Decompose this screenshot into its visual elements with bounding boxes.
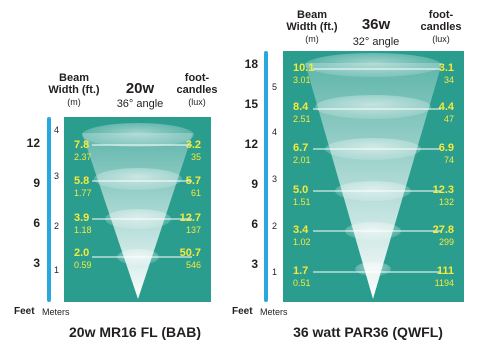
beam-width-ft: 10.1 (293, 62, 315, 74)
footcandles-value: 5.7 (185, 175, 201, 187)
footcandles-value: 50.7 (179, 247, 201, 259)
meter-tick: 1 (272, 267, 278, 277)
feet-tick: 3 (33, 256, 40, 270)
feet-axis-label: Feet (232, 306, 253, 317)
beam-width-ft: 3.9 (74, 212, 90, 224)
beam-width-m: 1.18 (74, 225, 92, 235)
beam-ellipse (355, 262, 391, 276)
beam-angle-label: 36° angle (116, 98, 164, 110)
lux-value: 34 (443, 75, 454, 85)
meter-tick: 5 (272, 82, 278, 92)
beam-ellipse (94, 168, 182, 190)
light-cone (305, 53, 442, 299)
beam-width-ft: 5.0 (293, 184, 309, 196)
lux-value: 546 (185, 260, 201, 270)
footcandles-header-line2: candles (420, 21, 462, 33)
beam-width-header-line1: Beam (59, 72, 89, 84)
meter-tick: 4 (54, 125, 60, 135)
lux-unit: (lux) (432, 34, 450, 44)
lux-value: 1194 (434, 278, 454, 288)
beam-width-m: 1.02 (293, 237, 311, 247)
lux-value: 35 (190, 152, 201, 162)
beam-width-ft: 3.4 (293, 224, 309, 236)
feet-tick: 6 (251, 217, 258, 231)
feet-tick: 18 (244, 57, 258, 71)
beam-width-m: 3.01 (293, 75, 311, 85)
beam-width-m: 0.51 (293, 278, 311, 288)
meter-tick: 3 (272, 174, 278, 184)
lux-unit: (lux) (188, 97, 206, 107)
beam-width-unit: (m) (67, 97, 81, 107)
lux-value: 132 (438, 197, 454, 207)
meter-tick: 4 (272, 127, 278, 137)
beam-width-ft: 7.8 (74, 139, 90, 151)
feet-tick: 9 (33, 176, 40, 190)
scale-bar (47, 117, 51, 302)
right-caption: 36 watt PAR36 (QWFL) (293, 324, 443, 340)
lux-value: 74 (443, 155, 454, 165)
beam-ellipse (82, 123, 194, 147)
beam-width-m: 2.51 (293, 114, 311, 124)
footcandles-header-line1: foot- (428, 9, 454, 21)
feet-tick: 3 (251, 257, 258, 271)
beam-panel: 7.8 2.37 3.2 35 5.8 1.77 5.7 61 3.9 1.18… (64, 117, 211, 302)
footcandles-value: 3.2 (185, 139, 201, 151)
beam-width-header-line2: Width (ft.) (286, 21, 338, 33)
meter-tick: 2 (272, 221, 278, 231)
wattage-label: 36w (361, 16, 391, 33)
footcandles-value: 27.8 (432, 224, 454, 236)
scale-bar (264, 51, 268, 302)
beam-width-m: 2.01 (293, 155, 311, 165)
beam-width-ft: 2.0 (74, 247, 90, 259)
feet-axis-label: Feet (14, 306, 35, 317)
feet-tick: 6 (33, 216, 40, 230)
lux-value: 299 (438, 237, 454, 247)
meter-tick: 3 (54, 171, 60, 181)
left-caption: 20w MR16 FL (BAB) (69, 324, 201, 340)
light-cone (82, 123, 194, 299)
lux-value: 61 (190, 188, 201, 198)
wattage-label: 20w (125, 80, 155, 97)
lux-value: 47 (443, 114, 454, 124)
beam-angle-label: 32° angle (352, 36, 400, 48)
meters-axis-label: Meters (42, 307, 70, 317)
beam-width-m: 0.59 (74, 260, 92, 270)
meter-tick: 1 (54, 265, 60, 275)
feet-tick: 12 (244, 137, 258, 151)
beam-ellipse (305, 53, 441, 77)
meter-tick: 2 (54, 221, 60, 231)
meters-axis-label: Meters (260, 307, 288, 317)
footcandles-header-line1: foot- (184, 72, 210, 84)
footcandles-value: 12.3 (432, 184, 454, 196)
footcandles-value: 111 (436, 265, 454, 277)
beam-width-m: 1.51 (293, 197, 311, 207)
beam-width-ft: 5.8 (74, 175, 90, 187)
cone-shape (305, 63, 442, 299)
beam-width-unit: (m) (305, 34, 319, 44)
beam-width-header-line2: Width (ft.) (48, 84, 100, 96)
footcandles-header-line2: candles (176, 84, 218, 96)
beam-width-ft: 6.7 (293, 142, 309, 154)
lux-value: 137 (185, 225, 201, 235)
beam-panel: 10.1 3.01 3.1 34 8.4 2.51 4.4 47 6.7 2.0… (283, 51, 464, 302)
footcandles-value: 4.4 (438, 101, 454, 113)
beam-ellipse (315, 95, 431, 119)
feet-tick: 15 (244, 97, 258, 111)
beam-width-ft: 1.7 (293, 265, 309, 277)
footcandles-value: 6.9 (438, 142, 454, 154)
footcandles-value: 3.1 (438, 62, 454, 74)
feet-tick: 12 (26, 136, 40, 150)
beam-width-ft: 8.4 (293, 101, 309, 113)
beam-width-m: 1.77 (74, 188, 92, 198)
footcandles-value: 12.7 (179, 212, 201, 224)
beam-width-header-line1: Beam (297, 9, 327, 21)
beam-width-m: 2.37 (74, 152, 92, 162)
feet-tick: 9 (251, 177, 258, 191)
